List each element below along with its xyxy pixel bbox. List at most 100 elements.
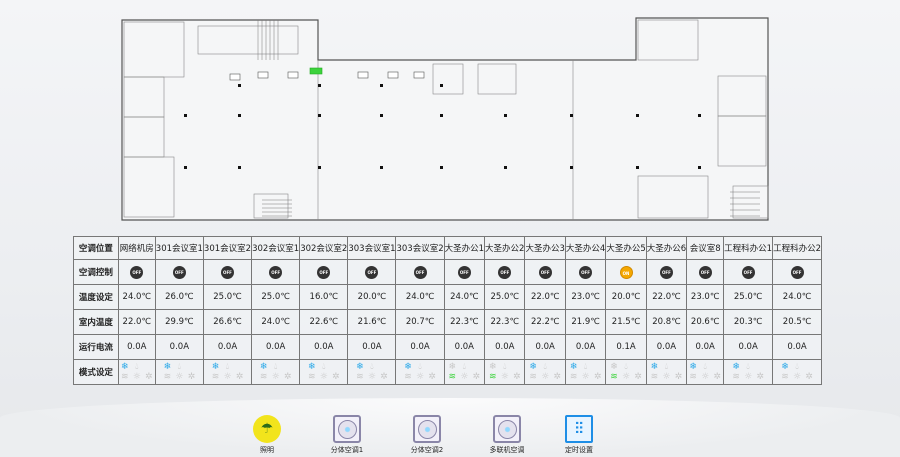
dry-mode-icon[interactable]: 💧︎ [177, 362, 182, 372]
nav-split-ac-2[interactable]: 分体空调2 [392, 415, 462, 455]
heat-mode-icon[interactable]: ☼ [367, 372, 376, 382]
fan-mode-icon[interactable]: ≋ [610, 372, 618, 382]
power-toggle[interactable]: OFF [457, 265, 471, 279]
auto-mode-icon[interactable]: ✲ [283, 372, 292, 382]
dry-mode-icon[interactable]: 💧︎ [795, 362, 799, 372]
fan-mode-icon[interactable]: ≋ [404, 372, 412, 382]
power-toggle[interactable]: OFF [317, 265, 331, 279]
cool-mode-icon[interactable]: ❄ [404, 362, 412, 372]
auto-mode-icon[interactable]: ✲ [235, 372, 244, 382]
power-toggle[interactable]: ON [619, 265, 633, 279]
auto-mode-icon[interactable]: ✲ [331, 372, 340, 382]
power-toggle[interactable]: OFF [698, 265, 712, 279]
dry-mode-icon[interactable]: 💧︎ [225, 362, 230, 372]
heat-mode-icon[interactable]: ☼ [744, 372, 753, 382]
cool-mode-icon[interactable]: ❄ [610, 362, 618, 372]
power-toggle[interactable]: OFF [413, 265, 427, 279]
dry-mode-icon[interactable]: 💧︎ [583, 362, 588, 372]
fan-mode-icon[interactable]: ≋ [259, 372, 268, 382]
dry-mode-icon[interactable]: 💧︎ [664, 362, 669, 372]
fan-mode-icon[interactable]: ≋ [356, 372, 364, 382]
cool-mode-icon[interactable]: ❄ [689, 362, 697, 372]
dry-mode-icon[interactable]: 💧︎ [543, 362, 547, 372]
cool-mode-icon[interactable]: ❄ [163, 362, 172, 372]
cool-mode-icon[interactable]: ❄ [732, 362, 740, 372]
fan-mode-icon[interactable]: ≋ [448, 372, 457, 382]
fan-mode-icon[interactable]: ≋ [211, 372, 220, 382]
fan-mode-icon[interactable]: ≋ [163, 372, 172, 382]
fan-mode-icon[interactable]: ≋ [732, 372, 740, 382]
auto-mode-icon[interactable]: ✲ [713, 372, 721, 382]
cool-mode-icon[interactable]: ❄ [488, 362, 497, 372]
dry-mode-icon[interactable]: 💧︎ [746, 362, 750, 372]
fan-mode-icon[interactable]: ≋ [569, 372, 578, 382]
power-toggle[interactable]: OFF [269, 265, 283, 279]
cool-mode-icon[interactable]: ❄ [569, 362, 578, 372]
fan-mode-icon[interactable]: ≋ [488, 372, 497, 382]
fan-mode-icon[interactable]: ≋ [121, 372, 129, 382]
dry-mode-icon[interactable]: 💧︎ [502, 362, 507, 372]
heat-mode-icon[interactable]: ☼ [223, 372, 232, 382]
auto-mode-icon[interactable]: ✲ [145, 372, 153, 382]
cool-mode-icon[interactable]: ❄ [259, 362, 268, 372]
heat-mode-icon[interactable]: ☼ [621, 372, 631, 382]
fan-mode-icon[interactable]: ≋ [689, 372, 697, 382]
auto-mode-icon[interactable]: ✲ [472, 372, 481, 382]
heat-mode-icon[interactable]: ☼ [701, 372, 710, 382]
cool-mode-icon[interactable]: ❄ [650, 362, 659, 372]
power-toggle[interactable]: OFF [498, 265, 512, 279]
cool-mode-icon[interactable]: ❄ [781, 362, 789, 372]
heat-mode-icon[interactable]: ☼ [541, 372, 550, 382]
power-toggle[interactable]: OFF [579, 265, 593, 279]
cool-mode-icon[interactable]: ❄ [356, 362, 364, 372]
cool-mode-icon[interactable]: ❄ [211, 362, 220, 372]
auto-mode-icon[interactable]: ✲ [634, 372, 642, 382]
auto-mode-icon[interactable]: ✲ [756, 372, 764, 382]
dry-mode-icon[interactable]: 💧︎ [418, 362, 422, 372]
fan-mode-icon[interactable]: ≋ [529, 372, 537, 382]
nav-multi-ac[interactable]: 多联机空调 [472, 415, 542, 455]
dry-mode-icon[interactable]: 💧︎ [321, 362, 326, 372]
heat-mode-icon[interactable]: ☼ [500, 372, 509, 382]
dry-mode-icon[interactable]: 💧︎ [134, 362, 139, 372]
fan-mode-icon[interactable]: ≋ [307, 372, 316, 382]
power-toggle[interactable]: OFF [220, 265, 234, 279]
auto-mode-icon[interactable]: ✲ [553, 372, 561, 382]
heat-mode-icon[interactable]: ☼ [460, 372, 469, 382]
auto-mode-icon[interactable]: ✲ [380, 372, 388, 382]
heat-mode-icon[interactable]: ☼ [175, 372, 184, 382]
cool-mode-icon[interactable]: ❄ [121, 362, 129, 372]
auto-mode-icon[interactable]: ✲ [805, 372, 813, 382]
cool-mode-icon[interactable]: ❄ [307, 362, 316, 372]
dry-mode-icon[interactable]: 💧︎ [703, 362, 707, 372]
fan-mode-icon[interactable]: ≋ [781, 372, 789, 382]
dry-mode-icon[interactable]: 💧︎ [370, 362, 374, 372]
cool-mode-icon[interactable]: ❄ [529, 362, 537, 372]
auto-mode-icon[interactable]: ✲ [187, 372, 196, 382]
nav-split-ac-1[interactable]: 分体空调1 [312, 415, 382, 455]
heat-mode-icon[interactable]: ☼ [132, 372, 141, 382]
auto-mode-icon[interactable]: ✲ [593, 372, 602, 382]
auto-mode-icon[interactable]: ✲ [428, 372, 436, 382]
power-toggle[interactable]: OFF [172, 265, 186, 279]
heat-mode-icon[interactable]: ☼ [792, 372, 802, 382]
power-toggle[interactable]: OFF [659, 265, 673, 279]
heat-mode-icon[interactable]: ☼ [416, 372, 425, 382]
power-toggle[interactable]: OFF [365, 265, 379, 279]
heat-mode-icon[interactable]: ☼ [662, 372, 671, 382]
auto-mode-icon[interactable]: ✲ [512, 372, 521, 382]
heat-mode-icon[interactable]: ☼ [271, 372, 280, 382]
power-toggle[interactable]: OFF [130, 265, 144, 279]
fan-mode-icon[interactable]: ≋ [650, 372, 659, 382]
dry-mode-icon[interactable]: 💧︎ [273, 362, 278, 372]
dry-mode-icon[interactable]: 💧︎ [624, 362, 628, 372]
power-toggle[interactable]: OFF [741, 265, 755, 279]
power-toggle[interactable]: OFF [790, 265, 804, 279]
heat-mode-icon[interactable]: ☼ [319, 372, 328, 382]
dry-mode-icon[interactable]: 💧︎ [462, 362, 467, 372]
auto-mode-icon[interactable]: ✲ [674, 372, 683, 382]
power-toggle[interactable]: OFF [538, 265, 552, 279]
nav-lighting[interactable]: ☂ 照明 [232, 415, 302, 455]
heat-mode-icon[interactable]: ☼ [581, 372, 590, 382]
nav-timer-settings[interactable]: ⫶⫶ 定时设置 [544, 415, 614, 455]
